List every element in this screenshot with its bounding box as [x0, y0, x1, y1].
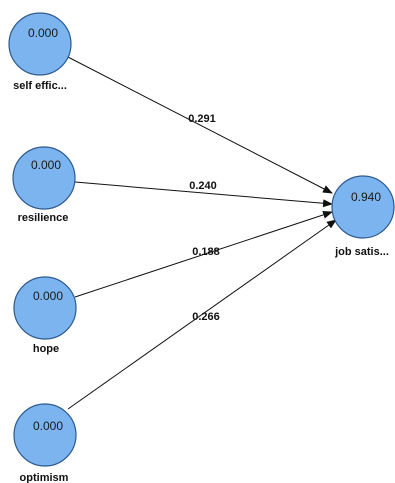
- node-job-satisfaction[interactable]: 0.940 job satis...: [331, 175, 395, 258]
- edge-self-efficacy-to-job-satisfaction: [65, 55, 333, 194]
- node-circle: [13, 276, 77, 340]
- edge-hope-to-job-satisfaction: [74, 211, 333, 298]
- node-value: 0.000: [31, 158, 61, 172]
- node-label: self effic...: [13, 80, 67, 92]
- edge-optimism-to-job-satisfaction: [67, 219, 337, 410]
- node-resilience[interactable]: 0.000 resilience: [12, 146, 76, 224]
- node-value: 0.000: [33, 419, 63, 433]
- node-label: optimism: [20, 472, 69, 483]
- node-label: hope: [33, 343, 59, 355]
- node-value: 0.940: [351, 190, 381, 204]
- node-label: job satis...: [334, 246, 389, 258]
- node-circle: [331, 175, 395, 239]
- edge-weight-label: 0.188: [192, 246, 220, 258]
- node-circle: [12, 146, 76, 210]
- edge-weight-label: 0.240: [189, 180, 217, 192]
- node-hope[interactable]: 0.000 hope: [13, 276, 77, 355]
- node-optimism[interactable]: 0.000 optimism: [13, 403, 77, 483]
- node-value: 0.000: [28, 26, 58, 40]
- edges-group: [65, 55, 337, 410]
- edge-resilience-to-job-satisfaction: [74, 181, 333, 208]
- node-label: resilience: [18, 212, 69, 224]
- edge-weight-label: 0.291: [188, 113, 216, 125]
- node-circle: [13, 403, 77, 467]
- node-value: 0.000: [33, 289, 63, 303]
- edge-weight-label: 0.266: [192, 311, 220, 323]
- node-self-efficacy[interactable]: 0.000 self effic...: [8, 12, 72, 92]
- node-circle: [8, 12, 72, 76]
- edge-labels-group: 0.291 0.240 0.188 0.266: [188, 113, 220, 323]
